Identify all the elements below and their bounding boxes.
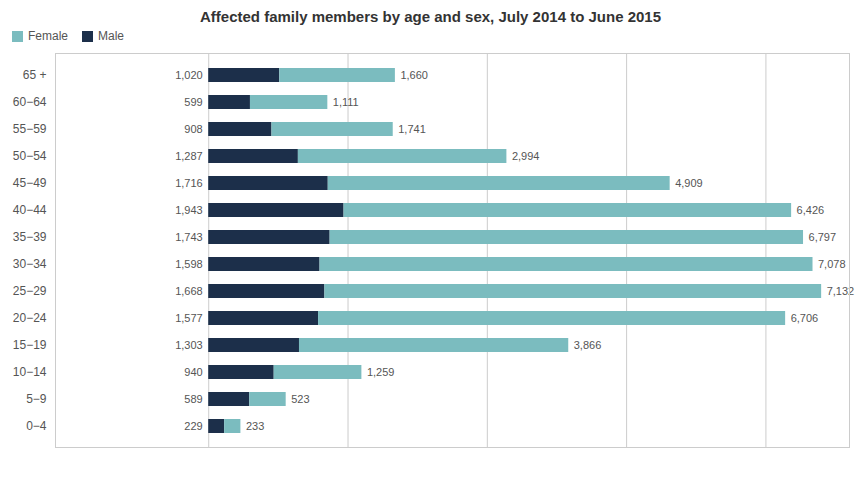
svg-text:2,994: 2,994	[512, 150, 540, 162]
html-text:Affected family members by age: Affected family members by age and sex, …	[200, 8, 661, 25]
svg-text:30−34: 30−34	[13, 257, 47, 271]
svg-text:229: 229	[184, 420, 202, 432]
svg-text:1,660: 1,660	[400, 69, 428, 81]
svg-text:5−9: 5−9	[26, 392, 47, 406]
svg-text:1,668: 1,668	[175, 285, 203, 297]
svg-text:35−39: 35−39	[13, 230, 47, 244]
svg-text:3,866: 3,866	[574, 339, 602, 351]
svg-text:6,706: 6,706	[791, 312, 819, 324]
html-text:Female: Female	[28, 29, 68, 43]
svg-text:1,111: 1,111	[333, 96, 359, 108]
svg-text:25−29: 25−29	[13, 284, 47, 298]
svg-text:1,741: 1,741	[398, 123, 426, 135]
svg-text:45−49: 45−49	[13, 176, 47, 190]
svg-text:599: 599	[184, 96, 202, 108]
svg-text:40−44: 40−44	[13, 203, 47, 217]
svg-text:15−19: 15−19	[13, 338, 47, 352]
svg-text:1,598: 1,598	[175, 258, 203, 270]
svg-text:1,259: 1,259	[367, 366, 395, 378]
svg-text:523: 523	[291, 393, 309, 405]
svg-text:4,909: 4,909	[675, 177, 703, 189]
svg-text:6,426: 6,426	[797, 204, 825, 216]
html-text:Male: Male	[98, 29, 124, 43]
svg-text:20−24: 20−24	[13, 311, 47, 325]
svg-text:6,797: 6,797	[809, 231, 837, 243]
svg-text:65 +: 65 +	[23, 68, 47, 82]
svg-text:589: 589	[184, 393, 202, 405]
svg-text:233: 233	[246, 420, 264, 432]
svg-text:940: 940	[184, 366, 202, 378]
svg-text:60−64: 60−64	[13, 95, 47, 109]
svg-text:1,287: 1,287	[175, 150, 203, 162]
svg-text:7,132: 7,132	[827, 285, 855, 297]
svg-text:1,577: 1,577	[175, 312, 203, 324]
svg-text:1,943: 1,943	[175, 204, 203, 216]
svg-text:1,303: 1,303	[175, 339, 203, 351]
svg-text:908: 908	[184, 123, 202, 135]
svg-text:55−59: 55−59	[13, 122, 47, 136]
svg-text:1,743: 1,743	[175, 231, 203, 243]
svg-text:1,020: 1,020	[175, 69, 203, 81]
svg-text:50−54: 50−54	[13, 149, 47, 163]
svg-text:10−14: 10−14	[13, 365, 47, 379]
svg-text:0−4: 0−4	[26, 419, 47, 433]
svg-text:1,716: 1,716	[175, 177, 203, 189]
svg-text:7,078: 7,078	[818, 258, 846, 270]
